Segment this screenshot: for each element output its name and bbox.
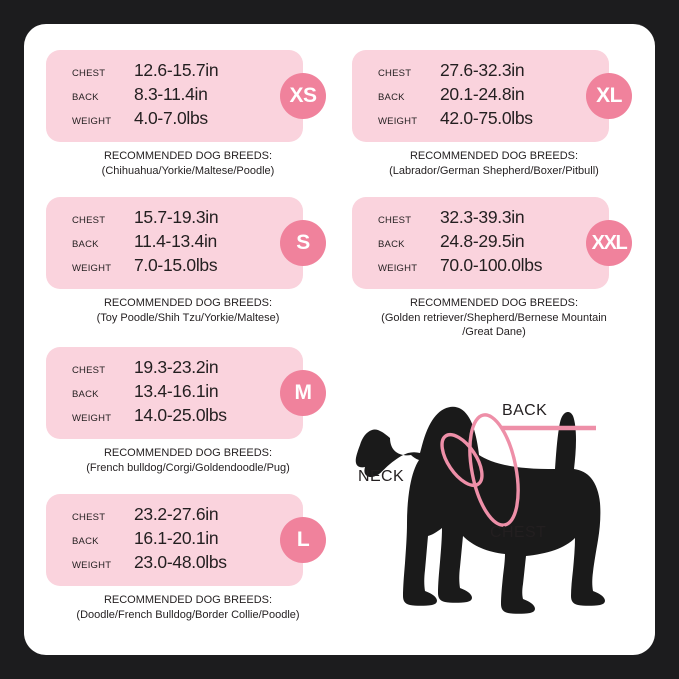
spec-value-weight: 7.0-15.0lbs — [134, 255, 218, 275]
spec-label-chest: CHEST — [378, 215, 412, 226]
breeds-title: RECOMMENDED DOG BREEDS: — [103, 150, 273, 162]
spec-label-back: BACK — [72, 239, 99, 250]
spec-value-weight: 14.0-25.0lbs — [134, 405, 227, 425]
spec-label-weight: WEIGHT — [72, 560, 112, 571]
size-badge-m: M — [280, 370, 326, 416]
breeds-title: RECOMMENDED DOG BREEDS: — [103, 594, 273, 606]
spec-row-back: BACK 11.4-13.4in — [46, 231, 303, 255]
spec-label-back: BACK — [72, 389, 99, 400]
spec-row-weight: WEIGHT 42.0-75.0lbs — [352, 108, 609, 132]
size-badge-l: L — [280, 517, 326, 563]
spec-value-chest: 23.2-27.6in — [134, 504, 219, 524]
chest-label: CHEST — [490, 524, 547, 541]
breeds-list: (Golden retriever/Shepherd/Bernese Mount… — [381, 311, 607, 324]
spec-row-weight: WEIGHT 7.0-15.0lbs — [46, 255, 303, 279]
size-card-m: CHEST 19.3-23.2in BACK 13.4-16.1in WEIGH… — [46, 347, 326, 439]
breeds-xxl: RECOMMENDED DOG BREEDS: (Golden retrieve… — [352, 296, 636, 340]
spec-row-weight: WEIGHT 14.0-25.0lbs — [46, 405, 303, 429]
breeds-title: RECOMMENDED DOG BREEDS: — [103, 297, 273, 309]
neck-measure-loop — [440, 433, 484, 487]
size-card-l: CHEST 23.2-27.6in BACK 16.1-20.1in WEIGH… — [46, 494, 326, 586]
spec-label-chest: CHEST — [72, 68, 106, 79]
breeds-xs: RECOMMENDED DOG BREEDS: (Chihuahua/Yorki… — [46, 149, 330, 178]
size-chart-panel: CHEST 12.6-15.7in BACK 8.3-11.4in WEIGHT… — [24, 24, 655, 655]
spec-row-back: BACK 13.4-16.1in — [46, 381, 303, 405]
spec-label-back: BACK — [72, 536, 99, 547]
dog-measurement-diagram: BACK NECK CHEST — [350, 360, 650, 630]
size-badge-s: S — [280, 220, 326, 266]
spec-value-back: 16.1-20.1in — [134, 528, 219, 548]
spec-label-weight: WEIGHT — [378, 116, 418, 127]
breeds-list-line2: /Great Dane) — [462, 326, 526, 338]
spec-label-weight: WEIGHT — [378, 263, 418, 274]
back-label: BACK — [502, 402, 548, 419]
size-block-xs: CHEST 12.6-15.7in BACK 8.3-11.4in WEIGHT… — [46, 50, 330, 178]
chest-measure-loop — [468, 413, 520, 527]
spec-value-back: 13.4-16.1in — [134, 381, 219, 401]
spec-row-chest: CHEST 19.3-23.2in — [46, 357, 303, 381]
size-card-xxl: CHEST 32.3-39.3in BACK 24.8-29.5in WEIGH… — [352, 197, 632, 289]
spec-label-weight: WEIGHT — [72, 116, 112, 127]
spec-value-weight: 42.0-75.0lbs — [440, 108, 533, 128]
breeds-title: RECOMMENDED DOG BREEDS: — [103, 447, 273, 459]
size-block-l: CHEST 23.2-27.6in BACK 16.1-20.1in WEIGH… — [46, 494, 330, 622]
size-card-s: CHEST 15.7-19.3in BACK 11.4-13.4in WEIGH… — [46, 197, 326, 289]
spec-label-back: BACK — [378, 239, 405, 250]
spec-value-back: 8.3-11.4in — [134, 84, 208, 104]
breeds-title: RECOMMENDED DOG BREEDS: — [409, 150, 579, 162]
size-block-m: CHEST 19.3-23.2in BACK 13.4-16.1in WEIGH… — [46, 347, 330, 475]
spec-value-weight: 23.0-48.0lbs — [134, 552, 227, 572]
spec-label-back: BACK — [72, 92, 99, 103]
breeds-title: RECOMMENDED DOG BREEDS: — [409, 297, 579, 309]
spec-label-weight: WEIGHT — [72, 263, 112, 274]
spec-value-chest: 27.6-32.3in — [440, 60, 525, 80]
breeds-s: RECOMMENDED DOG BREEDS: (Toy Poodle/Shih… — [46, 296, 330, 325]
spec-label-chest: CHEST — [72, 512, 106, 523]
breeds-list: (Chihuahua/Yorkie/Maltese/Poodle) — [101, 164, 275, 177]
breeds-list: (Labrador/German Shepherd/Boxer/Pitbull) — [389, 164, 599, 177]
spec-row-chest: CHEST 32.3-39.3in — [352, 207, 609, 231]
size-block-s: CHEST 15.7-19.3in BACK 11.4-13.4in WEIGH… — [46, 197, 330, 325]
spec-label-back: BACK — [378, 92, 405, 103]
spec-label-chest: CHEST — [72, 365, 106, 376]
spec-value-chest: 12.6-15.7in — [134, 60, 219, 80]
breeds-list: (French bulldog/Corgi/Goldendoodle/Pug) — [86, 461, 290, 474]
spec-value-chest: 32.3-39.3in — [440, 207, 525, 227]
spec-row-back: BACK 24.8-29.5in — [352, 231, 609, 255]
dog-silhouette-icon — [355, 406, 605, 614]
spec-value-chest: 19.3-23.2in — [134, 357, 219, 377]
spec-value-back: 24.8-29.5in — [440, 231, 525, 251]
breeds-list: (Doodle/French Bulldog/Border Collie/Poo… — [76, 608, 300, 621]
breeds-list: (Toy Poodle/Shih Tzu/Yorkie/Maltese) — [96, 311, 280, 324]
size-card-xs: CHEST 12.6-15.7in BACK 8.3-11.4in WEIGHT… — [46, 50, 326, 142]
spec-label-chest: CHEST — [72, 215, 106, 226]
spec-row-weight: WEIGHT 70.0-100.0lbs — [352, 255, 609, 279]
size-badge-xxl: XXL — [586, 220, 632, 266]
spec-value-back: 11.4-13.4in — [134, 231, 217, 251]
size-block-xxl: CHEST 32.3-39.3in BACK 24.8-29.5in WEIGH… — [352, 197, 636, 340]
spec-value-weight: 70.0-100.0lbs — [440, 255, 543, 275]
spec-value-weight: 4.0-7.0lbs — [134, 108, 208, 128]
neck-label: NECK — [358, 468, 405, 485]
size-card-xl: CHEST 27.6-32.3in BACK 20.1-24.8in WEIGH… — [352, 50, 632, 142]
spec-row-weight: WEIGHT 23.0-48.0lbs — [46, 552, 303, 576]
spec-label-chest: CHEST — [378, 68, 412, 79]
size-block-xl: CHEST 27.6-32.3in BACK 20.1-24.8in WEIGH… — [352, 50, 636, 178]
size-badge-xl: XL — [586, 73, 632, 119]
spec-label-weight: WEIGHT — [72, 413, 112, 424]
breeds-m: RECOMMENDED DOG BREEDS: (French bulldog/… — [46, 446, 330, 475]
spec-row-chest: CHEST 12.6-15.7in — [46, 60, 303, 84]
spec-row-chest: CHEST 23.2-27.6in — [46, 504, 303, 528]
spec-value-chest: 15.7-19.3in — [134, 207, 219, 227]
spec-row-chest: CHEST 27.6-32.3in — [352, 60, 609, 84]
spec-row-back: BACK 20.1-24.8in — [352, 84, 609, 108]
spec-row-weight: WEIGHT 4.0-7.0lbs — [46, 108, 303, 132]
spec-row-chest: CHEST 15.7-19.3in — [46, 207, 303, 231]
spec-value-back: 20.1-24.8in — [440, 84, 525, 104]
spec-row-back: BACK 8.3-11.4in — [46, 84, 303, 108]
breeds-l: RECOMMENDED DOG BREEDS: (Doodle/French B… — [46, 593, 330, 622]
breeds-xl: RECOMMENDED DOG BREEDS: (Labrador/German… — [352, 149, 636, 178]
spec-row-back: BACK 16.1-20.1in — [46, 528, 303, 552]
size-badge-xs: XS — [280, 73, 326, 119]
